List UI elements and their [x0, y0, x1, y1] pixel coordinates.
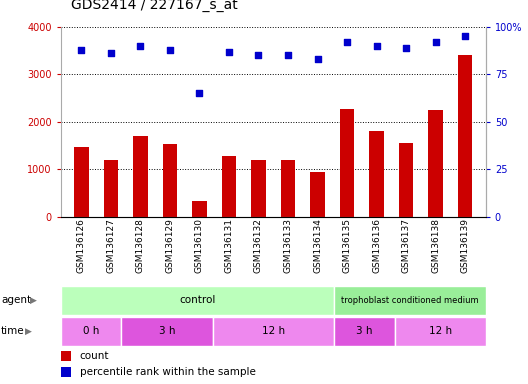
Text: 12 h: 12 h [429, 326, 452, 336]
Bar [369, 131, 384, 217]
Bar [310, 172, 325, 217]
Bar [133, 136, 148, 217]
Point [107, 50, 115, 56]
Bar [192, 201, 207, 217]
Point [195, 90, 204, 96]
Text: percentile rank within the sample: percentile rank within the sample [80, 367, 256, 377]
Text: 12 h: 12 h [262, 326, 285, 336]
Text: 3 h: 3 h [356, 326, 373, 336]
Bar [251, 160, 266, 217]
Text: trophoblast conditioned medium: trophoblast conditioned medium [341, 296, 479, 305]
Point [77, 46, 86, 53]
Point [254, 52, 263, 58]
Text: control: control [179, 295, 215, 306]
Bar [163, 144, 177, 217]
Bar [340, 109, 354, 217]
Bar [61, 351, 71, 361]
Point [284, 52, 292, 58]
Bar [458, 55, 473, 217]
Bar [103, 160, 118, 217]
Bar [212, 317, 334, 346]
Text: count: count [80, 351, 109, 361]
Text: time: time [1, 326, 25, 336]
Text: ▶: ▶ [25, 327, 32, 336]
Text: ▶: ▶ [30, 296, 37, 305]
Point [225, 48, 233, 55]
Point [136, 43, 145, 49]
Bar [121, 317, 212, 346]
Bar [280, 160, 295, 217]
Bar [395, 317, 486, 346]
Bar [61, 317, 121, 346]
Point [166, 46, 174, 53]
Bar [334, 286, 486, 315]
Bar [222, 156, 237, 217]
Text: 0 h: 0 h [83, 326, 99, 336]
Text: agent: agent [1, 295, 31, 306]
Point [313, 56, 322, 62]
Bar [399, 143, 413, 217]
Bar [61, 367, 71, 377]
Bar [61, 286, 334, 315]
Point [431, 39, 440, 45]
Bar [428, 110, 443, 217]
Point [461, 33, 469, 40]
Text: 3 h: 3 h [159, 326, 175, 336]
Point [372, 43, 381, 49]
Bar [74, 147, 89, 217]
Text: GDS2414 / 227167_s_at: GDS2414 / 227167_s_at [71, 0, 238, 12]
Point [402, 45, 410, 51]
Bar [334, 317, 395, 346]
Point [343, 39, 351, 45]
